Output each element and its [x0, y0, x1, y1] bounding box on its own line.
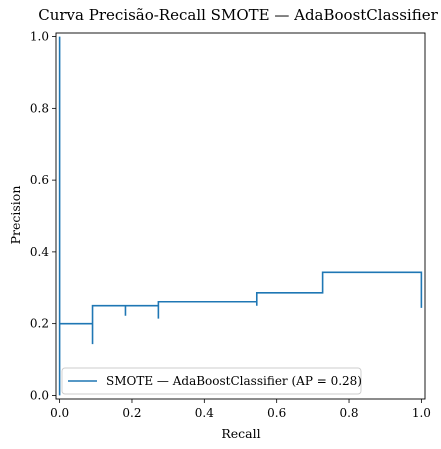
- y-tick-label: 0.8: [30, 101, 49, 115]
- plot-area: [60, 37, 422, 396]
- y-tick-label: 0.6: [30, 173, 49, 187]
- y-tick-label: 0.4: [30, 245, 49, 259]
- legend-label: SMOTE — AdaBoostClassifier (AP = 0.28): [106, 374, 362, 388]
- x-tick-label: 0.0: [50, 406, 69, 420]
- x-tick-label: 0.8: [339, 406, 358, 420]
- axes-frame: [56, 33, 425, 399]
- legend: SMOTE — AdaBoostClassifier (AP = 0.28): [62, 368, 362, 394]
- x-tick-label: 0.4: [195, 406, 214, 420]
- x-axis: 0.0 0.2 0.4 0.6 0.8 1.0: [50, 399, 431, 420]
- x-tick-label: 0.2: [122, 406, 141, 420]
- y-tick-label: 0.2: [30, 317, 49, 331]
- y-axis: 0.0 0.2 0.4 0.6 0.8 1.0: [30, 30, 56, 403]
- x-axis-label: Recall: [221, 426, 260, 441]
- pr-curve-line: [60, 37, 422, 396]
- chart-title: Curva Precisão-Recall SMOTE — AdaBoostCl…: [38, 6, 438, 24]
- x-tick-label: 0.6: [267, 406, 286, 420]
- x-tick-label: 1.0: [412, 406, 431, 420]
- y-tick-label: 1.0: [30, 30, 49, 44]
- y-tick-label: 0.0: [30, 388, 49, 402]
- y-axis-label: Precision: [8, 186, 23, 245]
